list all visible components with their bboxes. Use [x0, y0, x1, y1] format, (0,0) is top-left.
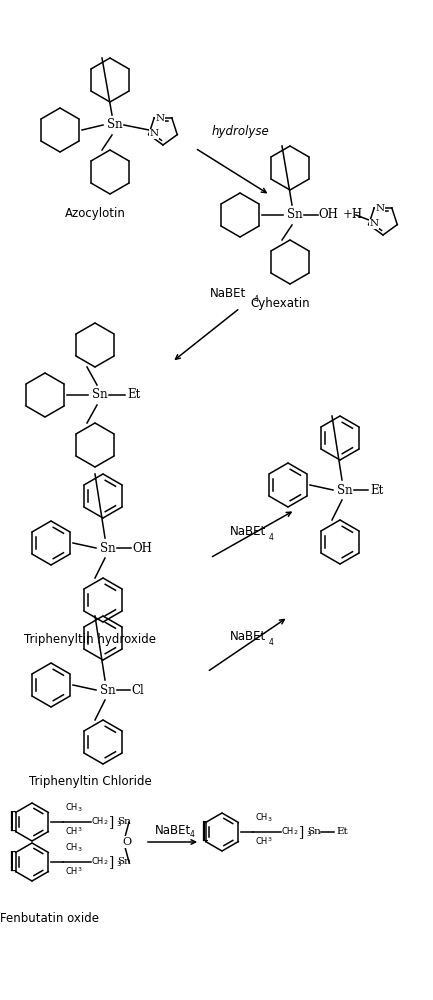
Text: Sn: Sn	[100, 684, 116, 696]
Text: O: O	[123, 837, 132, 847]
Text: 4: 4	[190, 830, 194, 839]
Text: NaBEt: NaBEt	[155, 824, 191, 837]
Text: 3: 3	[268, 817, 272, 822]
Text: Sn: Sn	[107, 118, 123, 131]
Text: 3: 3	[268, 837, 272, 842]
Text: CH: CH	[65, 827, 77, 836]
Text: 3: 3	[78, 867, 82, 872]
Text: CH: CH	[91, 818, 103, 826]
Text: [: [	[8, 851, 16, 873]
Text: CH: CH	[65, 803, 77, 812]
Text: 4: 4	[269, 638, 274, 647]
Text: Sn: Sn	[117, 816, 131, 826]
Text: CH: CH	[65, 843, 77, 852]
Text: 3: 3	[78, 807, 82, 812]
Text: [: [	[8, 811, 16, 833]
Text: ]: ]	[109, 815, 114, 829]
Text: 2: 2	[293, 830, 297, 835]
Text: Sn: Sn	[117, 856, 131, 865]
Text: NaBEt: NaBEt	[230, 525, 266, 538]
Text: ]: ]	[109, 855, 114, 869]
Text: CH: CH	[91, 857, 103, 866]
Text: Sn: Sn	[287, 209, 303, 222]
Text: 3: 3	[116, 821, 120, 827]
Text: N: N	[150, 129, 159, 138]
Text: Triphenyltin Chloride: Triphenyltin Chloride	[29, 775, 152, 788]
Text: ]: ]	[299, 825, 304, 839]
Text: Et: Et	[336, 828, 348, 836]
Text: 4: 4	[254, 295, 259, 304]
Text: Et: Et	[370, 484, 383, 496]
Text: [: [	[200, 821, 210, 843]
Text: OH: OH	[318, 209, 338, 222]
Text: N: N	[155, 114, 164, 123]
Text: 3: 3	[116, 861, 120, 867]
Text: CH: CH	[65, 867, 77, 876]
Text: N: N	[375, 204, 385, 213]
Text: CH: CH	[255, 813, 267, 822]
Text: 2: 2	[103, 860, 107, 865]
Text: OH: OH	[132, 542, 152, 554]
Text: Triphenyltin hydroxide: Triphenyltin hydroxide	[24, 633, 156, 646]
Text: 3: 3	[306, 831, 310, 837]
Text: Sn: Sn	[100, 542, 116, 554]
Text: Azocylotin: Azocylotin	[65, 207, 126, 220]
Text: 4: 4	[269, 533, 274, 542]
Text: 3: 3	[78, 827, 82, 832]
Text: Sn: Sn	[307, 826, 321, 836]
Text: CH: CH	[255, 837, 267, 846]
Text: N: N	[370, 219, 379, 228]
Text: +H: +H	[343, 209, 363, 222]
Text: 3: 3	[78, 847, 82, 852]
Text: Et: Et	[127, 388, 140, 401]
Text: CH: CH	[281, 828, 293, 836]
Text: Cyhexatin: Cyhexatin	[250, 297, 310, 310]
Text: hydrolyse: hydrolyse	[211, 125, 269, 138]
Text: Sn: Sn	[337, 484, 353, 496]
Text: Fenbutatin oxide: Fenbutatin oxide	[0, 912, 100, 925]
Text: NaBEt: NaBEt	[210, 287, 246, 300]
Text: Sn: Sn	[92, 388, 108, 401]
Text: NaBEt: NaBEt	[230, 630, 266, 643]
Text: 2: 2	[103, 820, 107, 825]
Text: Cl: Cl	[131, 684, 144, 696]
